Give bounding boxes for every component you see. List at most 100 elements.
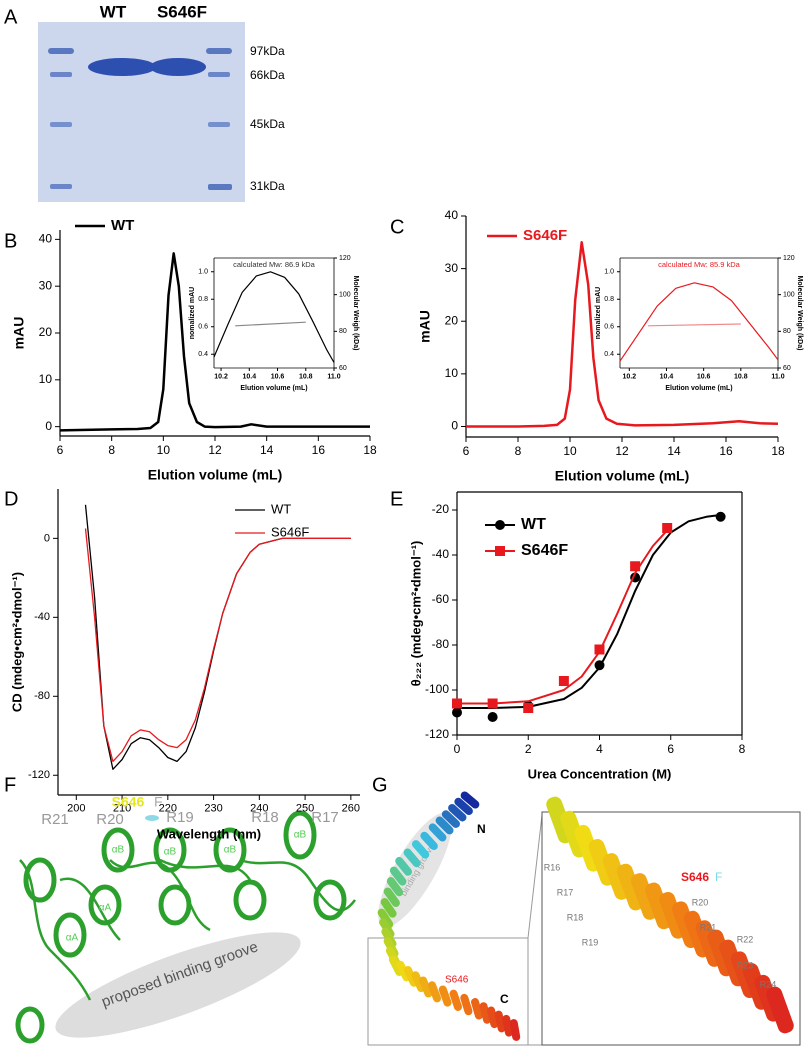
data-point [523, 703, 534, 713]
x-tick-label: 12 [208, 443, 222, 457]
y-tick-label: 1.0 [604, 269, 614, 276]
helix-cylinder [428, 981, 442, 1003]
helix-cylinder [386, 877, 404, 897]
x-tick-label: 230 [204, 803, 222, 815]
y-tick-label: 30 [445, 261, 459, 275]
x-tick-label: 4 [596, 742, 603, 756]
panel-label: F [4, 774, 16, 796]
y-tick-label: 40 [445, 208, 459, 222]
repeat-label: R23 [737, 960, 754, 970]
mutation-label: F [154, 794, 163, 810]
x-tick-label: 210 [113, 803, 131, 815]
x-tick-label: 6 [463, 444, 470, 458]
y-tick-label: 0.8 [604, 296, 614, 303]
x-tick-label: 16 [719, 444, 733, 458]
terminus-label: C [500, 992, 509, 1006]
data-point [452, 698, 462, 709]
x-tick-label: 6 [57, 443, 64, 457]
helix-cylinder [766, 986, 794, 1034]
x-tick-label: 16 [312, 443, 326, 457]
x-tick-label: 10.6 [271, 373, 285, 380]
y-tick-label: -40 [34, 611, 50, 623]
legend-label: WT [271, 501, 291, 516]
terminus-label: N [477, 822, 486, 836]
y-axis-label: CD (mdeg•cm²•dmol⁻¹) [9, 572, 24, 712]
panel-label: D [4, 488, 18, 510]
helix-cylinder [395, 856, 413, 876]
x-tick-label: 12 [615, 444, 629, 458]
data-point [662, 523, 673, 533]
x-tick-label: 10.2 [214, 373, 228, 380]
helix-cylinder [403, 848, 421, 868]
x-tick-label: 8 [515, 444, 522, 458]
x-tick-label: 8 [108, 443, 115, 457]
x-tick-label: 10 [157, 443, 171, 457]
x-axis-label: Wavelength (nm) [157, 826, 261, 841]
panel-label: C [390, 216, 404, 238]
panel-label: A [4, 6, 18, 28]
helix-cylinder [448, 804, 467, 822]
y-tick-label: 10 [39, 372, 53, 386]
helix-cylinder [509, 1019, 521, 1041]
y-tick-label: 20 [445, 313, 459, 327]
y-tick-label: -120 [425, 727, 449, 741]
repeat-label: R20 [96, 811, 124, 828]
y-tick-label: -40 [432, 547, 450, 561]
marker-label: 45kDa [250, 117, 285, 131]
y-tick-label: 10 [445, 366, 459, 380]
y-tick-label: -20 [432, 502, 450, 516]
lane-label: WT [100, 2, 127, 21]
y2-axis-label: Molecular Weigh (kDa) [352, 276, 359, 351]
gel-image [38, 22, 245, 202]
x-axis-label: Elution volume (mL) [555, 468, 690, 484]
data-line [235, 321, 306, 327]
helix-cylinder [389, 866, 407, 886]
repeat-label: R24 [760, 979, 777, 989]
y2-tick-label: 100 [339, 292, 351, 299]
y-tick-label: 20 [39, 325, 53, 339]
repeat-label: R22 [737, 934, 754, 944]
data-line [457, 513, 725, 709]
data-line [84, 504, 351, 770]
x-axis-label: Elution volume (mL) [240, 385, 307, 392]
repeat-label: R18 [567, 912, 584, 922]
mutation-label: F [715, 870, 722, 884]
helix-cylinder [454, 797, 473, 815]
y-tick-label: -120 [28, 769, 50, 781]
repeat-label: R21 [41, 811, 69, 828]
data-point [558, 676, 569, 686]
annotation: calculated Mw: 86.9 kDa [233, 260, 316, 269]
x-axis-label: Elution volume (mL) [148, 467, 283, 483]
legend-marker [495, 520, 505, 530]
data-line [647, 323, 741, 327]
repeat-label: R19 [582, 937, 599, 947]
y-tick-label: -100 [425, 682, 449, 696]
mutation-label: S646 [445, 975, 469, 986]
helix-cylinder [487, 1006, 499, 1029]
helix-cylinder [419, 976, 433, 998]
legend-label: WT [521, 516, 546, 533]
y-tick-label: -80 [432, 637, 450, 651]
data-point [630, 561, 641, 572]
data-point [452, 707, 462, 718]
x-tick-label: 10.8 [299, 373, 313, 380]
helix-cylinder [435, 816, 454, 835]
helix-label: αB [294, 830, 307, 841]
structure-f [15, 810, 356, 1044]
y-tick-label: 1.0 [198, 269, 208, 276]
y2-axis-label: Molecular Weigh (kDa) [796, 276, 803, 351]
data-point [487, 712, 498, 722]
panel-label: E [390, 488, 403, 510]
legend-label: S646F [271, 524, 309, 539]
data-point [594, 644, 605, 655]
data-line [619, 282, 779, 362]
marker-label: 66kDa [250, 68, 285, 82]
mutation-label: S646 [681, 870, 709, 884]
y2-tick-label: 80 [339, 328, 347, 335]
data-line [213, 271, 335, 363]
y-axis-label: nomalized mAU [189, 287, 196, 340]
repeat-label: R19 [166, 809, 194, 826]
y-tick-label: 0 [451, 419, 458, 433]
data-point [715, 511, 726, 522]
helix-cylinder [471, 998, 483, 1020]
